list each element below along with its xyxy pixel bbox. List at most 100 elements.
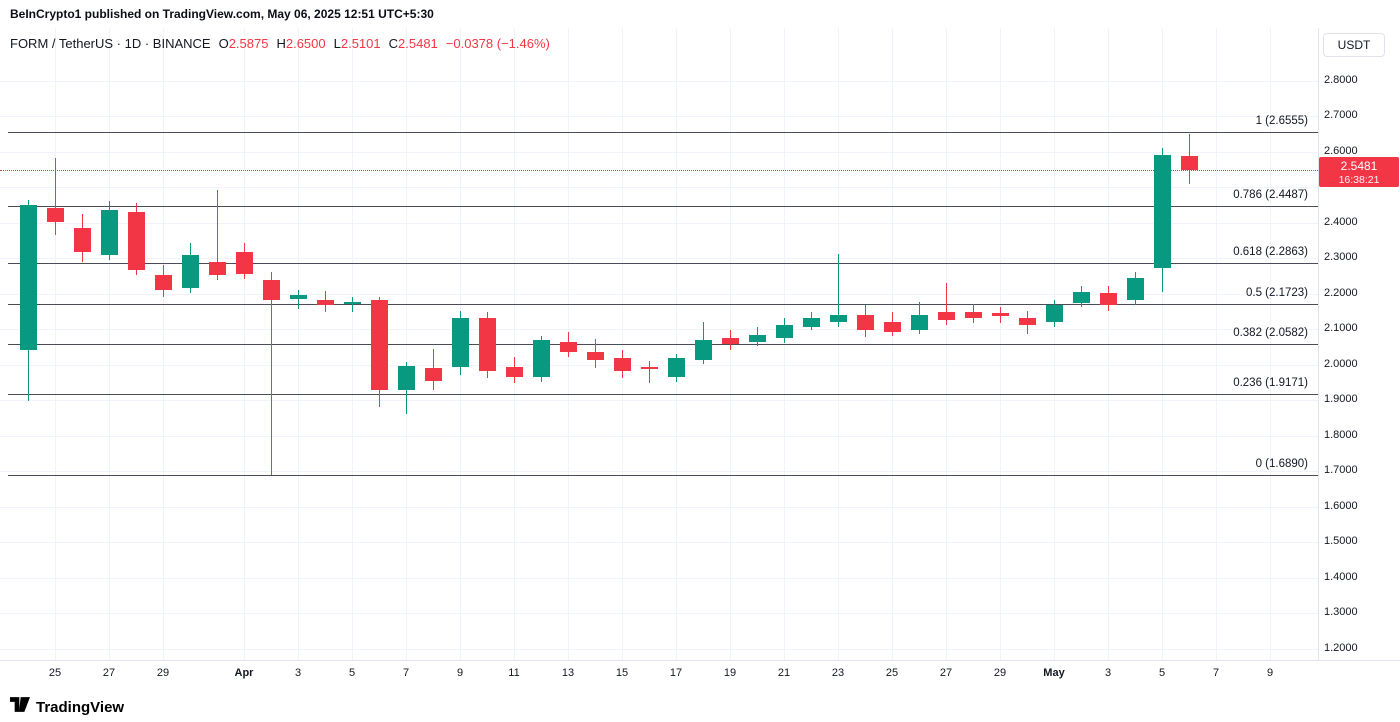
v-gridline [730, 28, 731, 660]
price-tick-label: 2.7000 [1324, 109, 1358, 122]
currency-toggle-button[interactable]: USDT [1323, 33, 1385, 57]
candle[interactable] [937, 312, 955, 320]
time-tick-label: 3 [294, 667, 302, 679]
candle[interactable] [208, 261, 226, 275]
time-axis[interactable]: 25 27 29 Apr 3 5 7 9 11 13 15 17 19 21 23 25 27 29 May 3 5 7 9 [0, 660, 1400, 691]
price-tick-label: 2.4000 [1324, 215, 1358, 228]
candle[interactable] [451, 317, 469, 368]
candle[interactable] [829, 314, 847, 322]
candle[interactable] [343, 302, 361, 304]
price-tick-label: 2.1000 [1324, 322, 1358, 335]
candle[interactable] [262, 279, 280, 300]
candle[interactable] [1099, 292, 1117, 305]
candle-wick [297, 289, 299, 309]
time-tick-label: 29 [993, 667, 1007, 679]
candle[interactable] [532, 340, 550, 378]
candle[interactable] [910, 314, 928, 330]
legend-high: H2.6500 [276, 36, 326, 51]
time-tick-label: 9 [1266, 667, 1274, 679]
price-tick-label: 2.6000 [1324, 144, 1358, 157]
h-gridline [0, 329, 1318, 331]
candle[interactable] [505, 367, 523, 378]
candle[interactable] [154, 274, 172, 290]
time-tick-label: 25 [48, 667, 62, 679]
candle[interactable] [586, 351, 604, 360]
time-tick-label: 25 [885, 667, 899, 679]
candle[interactable] [289, 295, 307, 299]
candle[interactable] [127, 211, 145, 270]
symbol-title[interactable]: FORM / TetherUS · 1D · BINANCE [10, 36, 211, 51]
h-gridline [0, 293, 1318, 295]
candle[interactable] [235, 252, 253, 274]
v-gridline [1270, 28, 1271, 660]
h-gridline [0, 80, 1318, 82]
candle[interactable] [46, 207, 64, 222]
candle[interactable] [1153, 154, 1171, 268]
candle[interactable] [775, 324, 793, 338]
candle[interactable] [721, 337, 739, 344]
current-price-tag: 2.5481 16:38:21 [1319, 157, 1399, 188]
candle[interactable] [181, 254, 199, 288]
candle[interactable] [991, 313, 1009, 316]
price-tick-label: 1.6000 [1324, 499, 1358, 512]
price-tick-label: 1.4000 [1324, 570, 1358, 583]
candle[interactable] [478, 317, 496, 372]
h-gridline [0, 116, 1318, 118]
time-tick-label: 29 [156, 667, 170, 679]
candle[interactable] [397, 366, 415, 390]
current-price-value: 2.5481 [1340, 159, 1378, 174]
candle-wick [216, 190, 218, 281]
candle[interactable] [1180, 156, 1198, 171]
candlestick-chart-canvas[interactable]: FORM / TetherUS · 1D · BINANCE O2.5875 H… [0, 28, 1318, 660]
h-gridline [0, 613, 1318, 615]
time-tick-label: 3 [1104, 667, 1112, 679]
v-gridline [109, 28, 110, 660]
candle-close-countdown: 16:38:21 [1338, 174, 1380, 187]
attribution-text: BeInCrypto1 published on TradingView.com… [10, 7, 434, 21]
candle[interactable] [856, 314, 874, 330]
v-gridline [784, 28, 785, 660]
legend-close: C2.5481 [388, 36, 438, 51]
fib-level-label: 0.382 (2.0582) [1233, 327, 1308, 340]
candle-wick [837, 254, 839, 327]
candle[interactable] [1072, 291, 1090, 303]
candle[interactable] [370, 299, 388, 390]
candle[interactable] [100, 209, 118, 255]
h-gridline [0, 364, 1318, 366]
candle[interactable] [1126, 277, 1144, 300]
time-tick-label: 27 [939, 667, 953, 679]
candle[interactable] [802, 317, 820, 327]
tradingview-attribution[interactable]: TradingView [10, 697, 124, 717]
candle-wick [648, 360, 650, 384]
candle[interactable] [964, 312, 982, 318]
v-gridline [163, 28, 164, 660]
candle[interactable] [667, 357, 685, 378]
h-gridline [0, 471, 1318, 473]
candle[interactable] [316, 299, 334, 305]
candle[interactable] [559, 341, 577, 352]
fib-level-label: 1 (2.6555) [1255, 115, 1308, 128]
candle[interactable] [1045, 304, 1063, 322]
candle[interactable] [640, 366, 658, 370]
h-gridline [0, 258, 1318, 260]
price-tick-label: 1.8000 [1324, 428, 1358, 441]
candle[interactable] [694, 340, 712, 360]
candle[interactable] [748, 334, 766, 342]
h-gridline [0, 435, 1318, 437]
candle[interactable] [73, 227, 91, 252]
candle[interactable] [883, 321, 901, 332]
price-tick-label: 2.8000 [1324, 73, 1358, 86]
candle[interactable] [613, 357, 631, 372]
candle[interactable] [19, 204, 37, 350]
price-tick-label: 1.2000 [1324, 641, 1358, 654]
candle[interactable] [424, 368, 442, 381]
fib-retracement-line [8, 205, 1318, 207]
candle[interactable] [1018, 317, 1036, 325]
price-axis[interactable]: USDT 2.5481 16:38:21 2.8000 2.7000 2.6000 2… [1318, 28, 1400, 660]
fib-level-label: 0.786 (2.4487) [1233, 188, 1308, 201]
time-tick-label: 27 [102, 667, 116, 679]
v-gridline [55, 28, 56, 660]
fib-level-label: 0.5 (2.1723) [1245, 286, 1308, 299]
v-gridline [892, 28, 893, 660]
